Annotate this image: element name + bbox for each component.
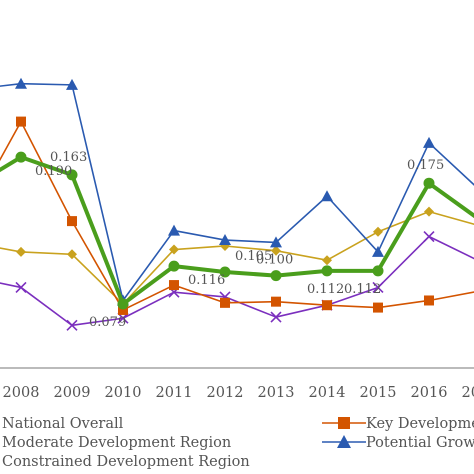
legend-label: Key Developme: [366, 416, 474, 432]
legend-label: National Overall: [2, 416, 124, 432]
data-point: [423, 136, 435, 148]
series-lines: [0, 77, 474, 331]
data-point: [118, 304, 128, 315]
data-label: 0.116: [188, 273, 225, 288]
data-point: [271, 296, 281, 307]
data-label: 0.175: [407, 158, 444, 173]
data-label: 0.112: [344, 282, 381, 297]
data-point: [168, 224, 180, 236]
data-label: 0.112: [307, 282, 344, 297]
x-tick-label: 2015: [360, 385, 397, 401]
data-point: [169, 244, 179, 255]
legend-swatch-marker: [337, 435, 351, 448]
data-point: [16, 246, 26, 257]
legend-item: Constrained Development Region: [2, 454, 250, 470]
data-point: [270, 311, 282, 323]
data-point: [270, 236, 282, 248]
data-point: [322, 255, 332, 266]
x-tick-label: 2009: [54, 385, 91, 401]
legend-item: Moderate Development Region: [2, 435, 231, 451]
data-point: [372, 281, 384, 294]
x-tick-label: 2011: [156, 385, 193, 401]
data-point: [372, 265, 384, 277]
data-point: [423, 230, 435, 243]
data-label: 0.100: [256, 253, 293, 268]
x-tick-label: 2012: [207, 385, 244, 401]
x-tick-label: 2014: [309, 385, 346, 401]
data-point: [270, 270, 282, 282]
data-point: [15, 151, 27, 163]
data-point: [15, 77, 27, 89]
legend-item: National Overall: [2, 416, 124, 432]
data-point: [373, 302, 383, 313]
legend-swatch-marker: [338, 417, 350, 429]
x-tick-label: 2008: [3, 385, 40, 401]
series-line: [0, 82, 474, 302]
data-point: [15, 281, 27, 294]
series-1: [0, 116, 474, 315]
data-point: [271, 245, 281, 256]
data-point: [423, 177, 435, 189]
legend-label: Moderate Development Region: [2, 435, 231, 451]
data-point: [117, 298, 129, 310]
data-point: [219, 234, 231, 246]
data-point: [321, 190, 333, 202]
data-point: [67, 249, 77, 260]
data-label: 0.079: [89, 315, 126, 330]
series-0: [0, 151, 474, 310]
data-point: [67, 216, 77, 227]
data-point: [322, 300, 332, 311]
legend-item: Key Developme: [322, 416, 474, 432]
legend-label: Potential Grow: [366, 435, 474, 451]
data-point: [168, 260, 180, 272]
data-point: [169, 280, 179, 291]
data-point: [424, 206, 434, 217]
x-axis-ticks: 2007200820092010201120122013201420152016…: [3, 385, 474, 401]
x-tick-label: 2013: [258, 385, 295, 401]
data-point: [372, 245, 384, 257]
data-label: 0.163: [50, 150, 87, 165]
legend-item: Potential Grow: [322, 435, 474, 451]
data-point: [373, 226, 383, 237]
data-point: [321, 265, 333, 277]
data-point: [66, 169, 78, 181]
data-label: 0.190: [35, 164, 72, 179]
data-point: [220, 297, 230, 308]
x-tick-label: 2017: [462, 385, 474, 401]
data-point: [66, 319, 78, 331]
legend-label: Constrained Development Region: [2, 454, 250, 470]
data-point: [424, 295, 434, 306]
x-tick-label: 2010: [105, 385, 142, 401]
data-label: 0.105: [235, 249, 272, 264]
data-point: [66, 78, 78, 90]
legend: National Overall Key Developme Moderate De…: [2, 416, 474, 470]
data-point: [16, 116, 26, 127]
data-point: [219, 266, 231, 278]
x-tick-label: 2016: [411, 385, 448, 401]
